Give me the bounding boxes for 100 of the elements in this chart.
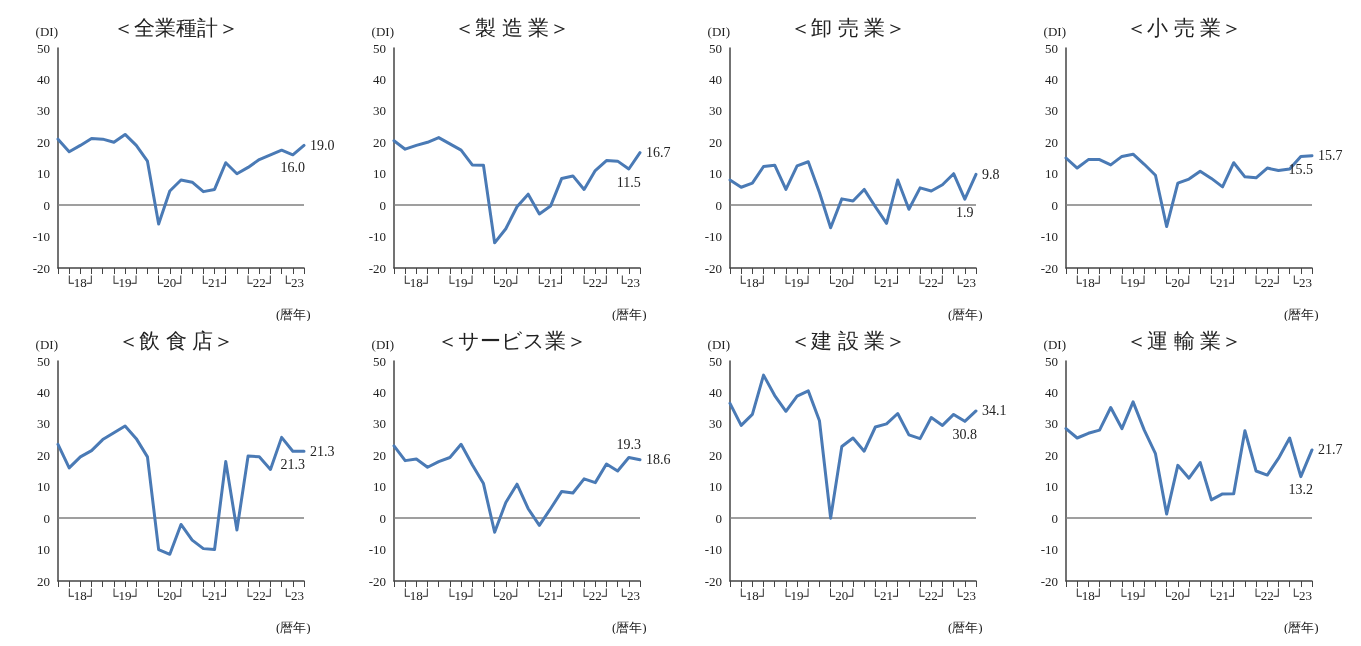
chart-title: ＜サービス業＞ bbox=[437, 328, 587, 353]
y-tick-label: 30 bbox=[37, 416, 50, 432]
x-tick-label: └21┘ bbox=[198, 588, 231, 603]
y-tick-label: 30 bbox=[37, 103, 50, 119]
data-label: 9.8 bbox=[982, 166, 1000, 182]
x-tick-label: └23 bbox=[281, 588, 304, 603]
y-tick-label: -20 bbox=[368, 260, 386, 276]
y-tick-label: 20 bbox=[1045, 447, 1058, 463]
y-tick-label: 10 bbox=[373, 166, 386, 182]
x-tick-label: └23 bbox=[1289, 275, 1312, 290]
chart-title: ＜製 造 業＞ bbox=[454, 15, 570, 40]
data-label: 15.7 bbox=[1318, 148, 1343, 164]
x-tick-label: └22┘ bbox=[1251, 275, 1283, 290]
y-tick-label: 40 bbox=[373, 384, 386, 400]
chart-title: ＜運 輸 業＞ bbox=[1126, 328, 1242, 353]
x-tick-label: └22┘ bbox=[243, 588, 275, 603]
y-tick-label: 0 bbox=[43, 197, 50, 213]
x-tick-label: └23 bbox=[953, 588, 976, 603]
x-tick-label: └22┘ bbox=[579, 275, 611, 290]
line-series bbox=[728, 160, 978, 230]
y-tick-label: 50 bbox=[37, 353, 50, 369]
x-axis-title: (暦年) bbox=[948, 620, 983, 635]
y-tick-label: 20 bbox=[709, 447, 722, 463]
line-series bbox=[56, 132, 306, 226]
y-tick-label: 20 bbox=[37, 134, 50, 150]
y-tick-label: 0 bbox=[379, 197, 386, 213]
x-tick-label: └19┘ bbox=[781, 275, 813, 290]
y-axis-title: (DI) bbox=[1043, 337, 1066, 352]
y-tick-label: 50 bbox=[37, 40, 50, 56]
y-tick-label: 0 bbox=[43, 510, 50, 526]
data-label: 16.0 bbox=[280, 160, 306, 176]
y-tick-label: 20 bbox=[37, 447, 50, 463]
x-tick-label: └20┘ bbox=[826, 275, 858, 290]
y-tick-label: 0 bbox=[1051, 510, 1058, 526]
x-tick-label: └21┘ bbox=[1206, 588, 1239, 603]
x-tick-label: └20┘ bbox=[154, 588, 186, 603]
x-tick-label: └21┘ bbox=[870, 275, 903, 290]
y-tick-label: 50 bbox=[1045, 40, 1058, 56]
x-axis-title: (暦年) bbox=[1284, 620, 1319, 635]
x-tick-label: └22┘ bbox=[579, 588, 611, 603]
y-tick-label: 50 bbox=[1045, 353, 1058, 369]
chart-title: ＜建 設 業＞ bbox=[790, 328, 906, 353]
y-tick-label: 20 bbox=[373, 134, 386, 150]
y-tick-label: 20 bbox=[373, 447, 386, 463]
x-tick-label: └19┘ bbox=[109, 588, 141, 603]
line-series bbox=[392, 136, 642, 245]
x-tick-label: └21┘ bbox=[534, 588, 567, 603]
y-tick-label: 40 bbox=[37, 71, 50, 87]
y-tick-label: 30 bbox=[1045, 416, 1058, 432]
x-tick-label: └18┘ bbox=[736, 588, 769, 603]
y-tick-label: 0 bbox=[715, 197, 722, 213]
y-axis-title: (DI) bbox=[35, 24, 58, 39]
y-axis-title: (DI) bbox=[35, 337, 58, 352]
y-tick-label: 50 bbox=[373, 40, 386, 56]
x-tick-label: └19┘ bbox=[445, 275, 477, 290]
y-tick-label: 40 bbox=[709, 71, 722, 87]
y-tick-label: 20 bbox=[1045, 134, 1058, 150]
y-tick-label: -10 bbox=[368, 229, 386, 245]
y-tick-label: 50 bbox=[709, 353, 722, 369]
y-tick-label: 30 bbox=[1045, 103, 1058, 119]
y-tick-label: 40 bbox=[709, 384, 722, 400]
y-tick-label: 40 bbox=[37, 384, 50, 400]
y-tick-label: 50 bbox=[373, 353, 386, 369]
data-label: 1.9 bbox=[956, 204, 974, 220]
x-tick-label: └23 bbox=[281, 275, 304, 290]
data-label: 30.8 bbox=[952, 426, 978, 442]
x-axis-title: (暦年) bbox=[276, 307, 311, 322]
y-tick-label: -10 bbox=[1040, 229, 1058, 245]
line-series bbox=[56, 424, 306, 556]
y-tick-label: 10 bbox=[37, 479, 50, 495]
data-label: 34.1 bbox=[982, 403, 1007, 419]
x-tick-label: └23 bbox=[1289, 588, 1312, 603]
y-tick-label: 10 bbox=[37, 542, 50, 558]
x-tick-label: └21┘ bbox=[870, 588, 903, 603]
x-tick-label: └20┘ bbox=[1162, 588, 1194, 603]
x-tick-label: └23 bbox=[953, 275, 976, 290]
x-tick-label: └19┘ bbox=[1117, 275, 1149, 290]
y-tick-label: 20 bbox=[709, 134, 722, 150]
y-tick-label: 10 bbox=[709, 479, 722, 495]
x-tick-label: └18┘ bbox=[400, 588, 433, 603]
chart-title: ＜卸 売 業＞ bbox=[790, 15, 906, 40]
x-axis-title: (暦年) bbox=[1284, 307, 1319, 322]
data-label: 21.3 bbox=[280, 456, 306, 472]
y-tick-label: -20 bbox=[1040, 260, 1058, 276]
x-tick-label: └18┘ bbox=[736, 275, 769, 290]
chart-title: ＜小 売 業＞ bbox=[1126, 15, 1242, 40]
data-label: 21.7 bbox=[1318, 442, 1343, 458]
x-tick-label: └21┘ bbox=[1206, 275, 1239, 290]
data-label: 18.6 bbox=[646, 452, 671, 468]
y-tick-label: 0 bbox=[715, 510, 722, 526]
y-tick-label: 0 bbox=[379, 510, 386, 526]
y-tick-label: -10 bbox=[704, 542, 722, 558]
x-axis-title: (暦年) bbox=[948, 307, 983, 322]
x-axis-title: (暦年) bbox=[276, 620, 311, 635]
x-tick-label: └18┘ bbox=[64, 588, 97, 603]
data-label: 13.2 bbox=[1288, 482, 1314, 498]
x-tick-label: └20┘ bbox=[1162, 275, 1194, 290]
y-tick-label: -10 bbox=[1040, 542, 1058, 558]
data-label: 15.5 bbox=[1288, 161, 1314, 177]
y-tick-label: -20 bbox=[704, 573, 722, 589]
